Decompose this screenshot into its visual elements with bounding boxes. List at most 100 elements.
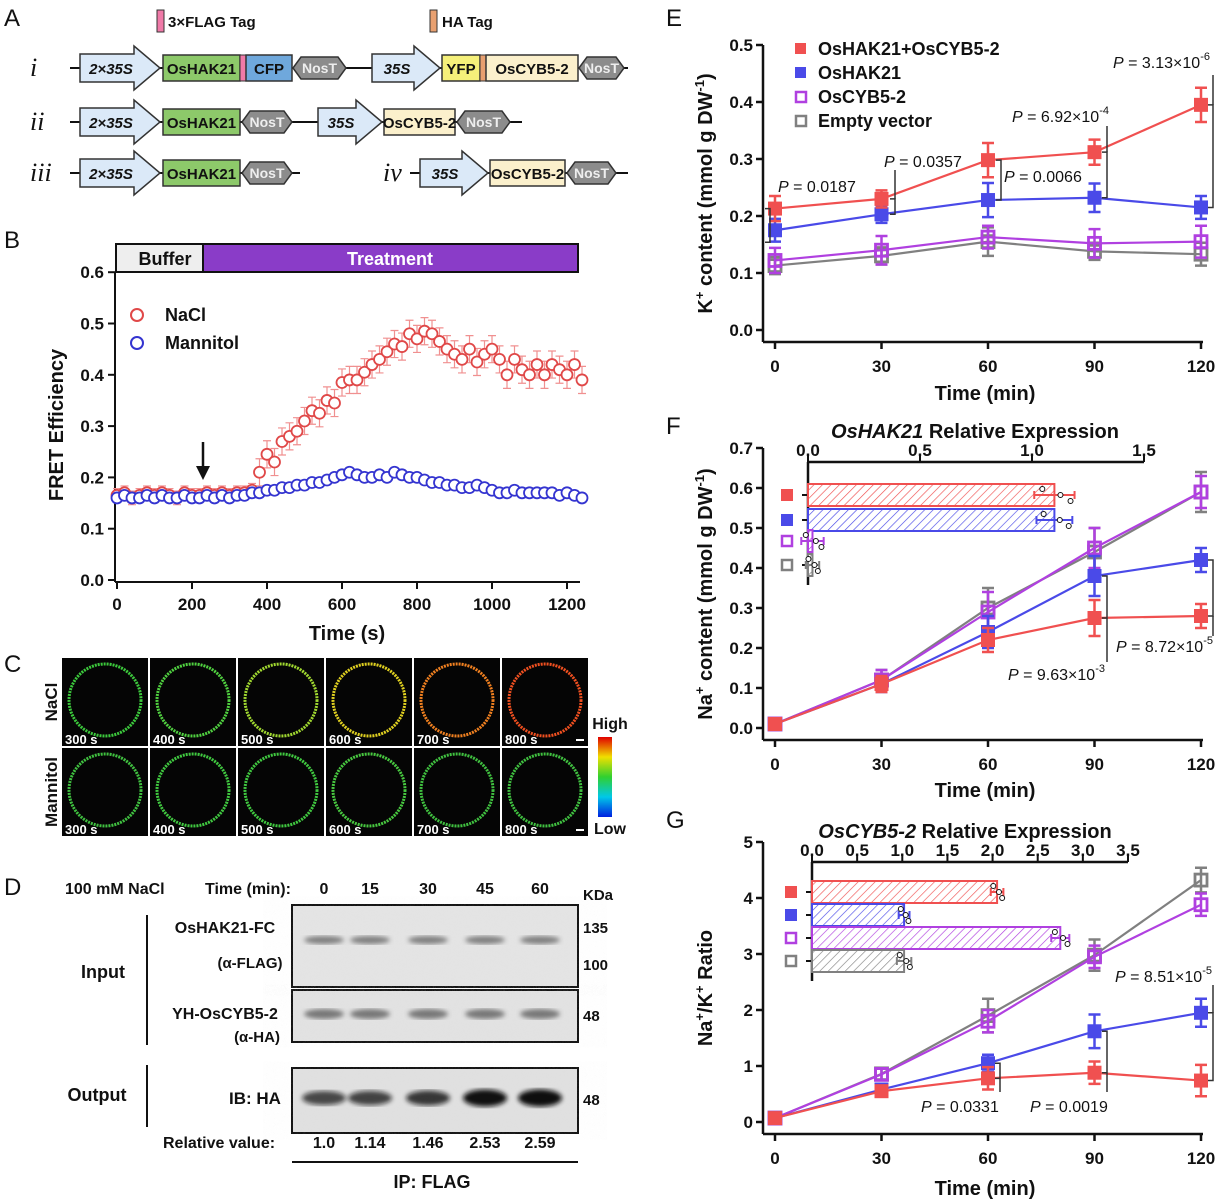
vacuole-ring	[507, 662, 583, 738]
time-label: Time (min):	[205, 881, 291, 898]
band	[350, 1009, 390, 1019]
fret-image	[150, 748, 236, 836]
band	[302, 1091, 346, 1105]
panel-letter-b: B	[4, 227, 20, 254]
data-point	[980, 1013, 996, 1029]
ha-tag-swatch	[429, 9, 438, 33]
vacuole-ring	[155, 752, 231, 828]
promoter-arrow	[79, 44, 162, 92]
replicate-dot	[802, 532, 809, 538]
gene-box	[489, 159, 566, 187]
data-point	[1193, 484, 1209, 500]
significance-bracket	[890, 198, 896, 216]
row-label-nacl: NaCl	[42, 683, 61, 722]
gene-box	[245, 54, 293, 82]
y-tick-label: 0.1	[729, 679, 753, 698]
legend-item: Empty vector	[818, 111, 932, 131]
data-point	[1194, 200, 1208, 215]
data-point	[874, 207, 889, 222]
y-tick-label: 1	[744, 1057, 753, 1076]
promoter-label: 2×35S	[88, 166, 133, 183]
x-tick-label: 400	[253, 595, 281, 614]
data-point	[1193, 897, 1209, 913]
promoter-label: 2×35S	[88, 115, 133, 132]
fret-image	[238, 658, 324, 746]
marker-48-input: 48	[583, 1008, 600, 1025]
replicate-dot	[903, 958, 910, 964]
terminator-label: NosT	[250, 165, 285, 181]
fret-image	[414, 748, 500, 836]
replicate-dot	[1065, 523, 1072, 529]
data-point-nacl	[290, 424, 304, 438]
construct-schematic: 3×FLAG Tag HA Tag i ii iii iv 2×35S OsHAK…	[30, 9, 628, 197]
significance-bracket	[1102, 151, 1108, 199]
relative-value: 2.53	[469, 1135, 500, 1152]
data-point	[874, 242, 889, 258]
b-y-axis-title: FRET Efficiency	[46, 348, 68, 501]
gene-box	[162, 159, 241, 187]
data-point-nacl	[253, 465, 266, 479]
data-point-nacl	[508, 353, 521, 366]
vacuole-ring	[243, 752, 319, 828]
y-tick-label: 0.5	[80, 315, 104, 334]
significance-bracket	[1208, 104, 1214, 209]
y-axis-title: K+ content (mmol g DW-1)	[692, 73, 717, 313]
relative-value: 2.59	[524, 1135, 555, 1152]
relative-value: 1.0	[313, 1135, 335, 1152]
marker-135: 135	[583, 920, 608, 937]
fret-image	[150, 658, 236, 746]
y-tick-label: 0.2	[729, 639, 753, 658]
data-point	[767, 253, 783, 268]
band	[520, 936, 560, 944]
output-label: Output	[68, 1085, 127, 1105]
replicate-dot	[990, 883, 997, 889]
gene-box	[485, 54, 579, 82]
time-label: 700 s	[417, 822, 450, 837]
band	[406, 1090, 450, 1106]
replicate-dot	[897, 906, 904, 912]
replicate-dot	[1057, 492, 1064, 498]
error-bar	[1088, 944, 1101, 970]
p-value: P = 8.51×10-5	[1115, 965, 1212, 986]
colorbar	[598, 737, 612, 817]
x-tick-label: 120	[1187, 755, 1215, 774]
data-point	[1194, 553, 1208, 567]
p-value: P = 3.13×10-6	[1113, 51, 1210, 72]
flag-tag	[239, 54, 247, 82]
y-axis-title: Na+ content (mmol g DW-1)	[692, 468, 717, 719]
bar-error	[1033, 491, 1076, 499]
y-tick-label: 0.6	[80, 263, 104, 282]
legend-nacl-marker	[130, 308, 144, 322]
data-point-nacl	[328, 396, 341, 410]
panel-letter-a: A	[4, 5, 20, 32]
row-label-ii: ii	[30, 107, 44, 136]
y-tick-label: 0.7	[729, 439, 753, 458]
time-value: 0	[320, 881, 329, 898]
error-bar	[982, 1008, 994, 1034]
promoter-label: 35S	[432, 166, 459, 183]
data-point-nacl	[268, 455, 281, 469]
data-point	[1087, 949, 1102, 965]
data-point-nacl	[523, 368, 536, 382]
replicate-dot	[1039, 486, 1046, 492]
data-point	[1193, 872, 1209, 888]
category-marker	[780, 558, 794, 572]
fret-image	[62, 748, 148, 836]
data-point	[1087, 190, 1102, 205]
p-value: P = 6.92×10-4	[1012, 105, 1109, 126]
category-marker	[781, 489, 793, 501]
replicate-dot	[905, 918, 912, 924]
bar	[811, 949, 906, 973]
replicate-dot	[995, 889, 1002, 895]
x-tick-label: 0	[770, 755, 779, 774]
y-tick-label: 0.0	[80, 571, 104, 590]
p-value: P = 9.63×10-3	[1008, 663, 1105, 684]
relative-value-label: Relative value:	[163, 1135, 275, 1152]
band	[304, 1009, 344, 1019]
bar	[811, 903, 906, 927]
data-point-nacl	[500, 368, 514, 382]
replicate-dot	[1040, 511, 1047, 517]
fret-image	[62, 658, 148, 746]
y-tick-label: 0.0	[729, 321, 753, 340]
